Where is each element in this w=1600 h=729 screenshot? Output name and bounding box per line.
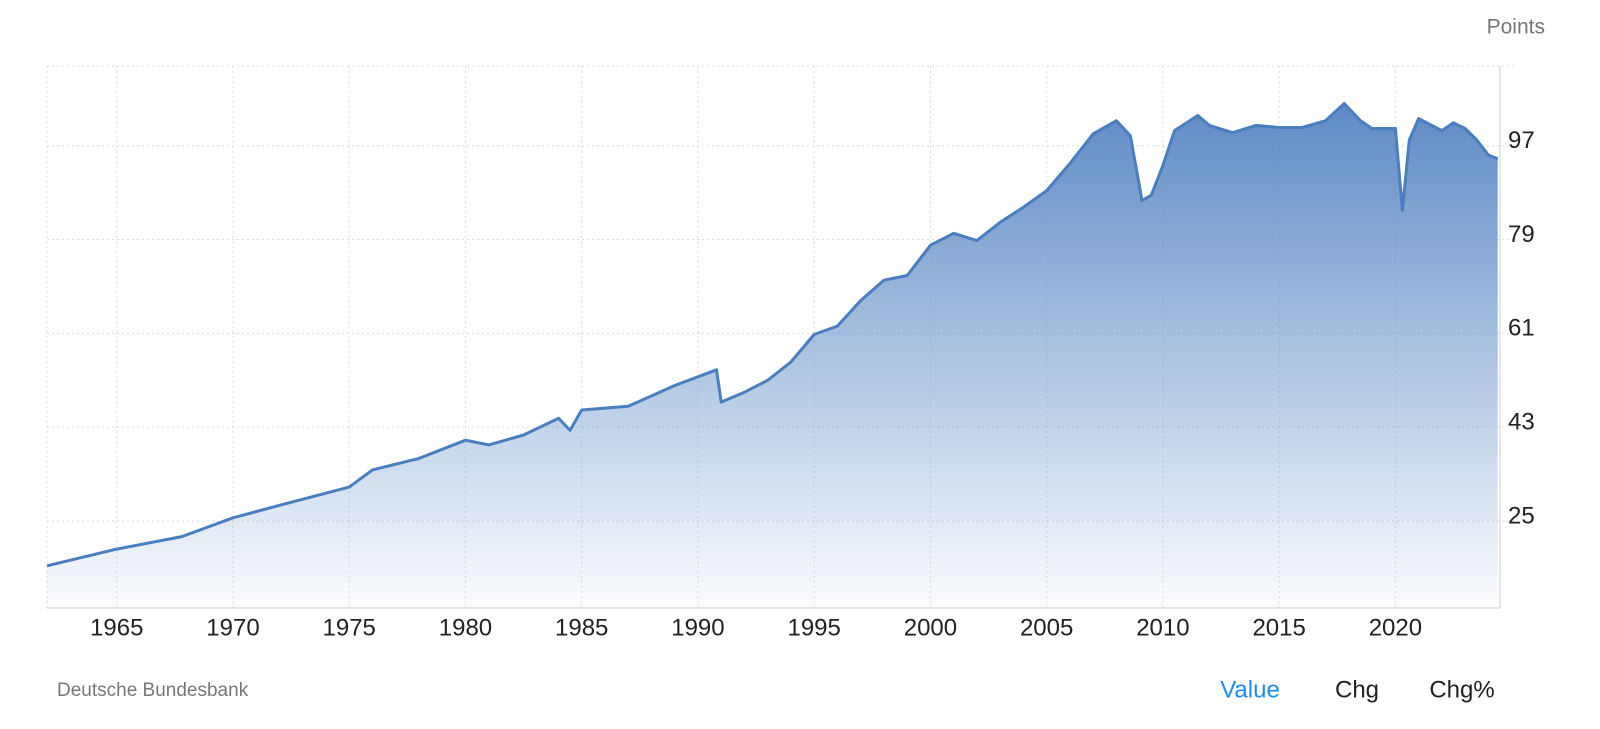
area (47, 103, 1498, 608)
x-tick-label: 1975 (323, 614, 376, 641)
view-button[interactable]: Value (1220, 676, 1280, 703)
y-tick-label: 97 (1508, 127, 1535, 154)
x-tick-label: 2010 (1136, 614, 1189, 641)
x-tick-label: 2005 (1020, 614, 1073, 641)
x-tick-label: 1990 (671, 614, 724, 641)
view-button[interactable]: Chg% (1429, 676, 1494, 703)
x-tick-label: 1965 (90, 614, 143, 641)
view-button[interactable]: Chg (1335, 676, 1379, 703)
x-tick-label: 2020 (1369, 614, 1422, 641)
y-tick-label: 25 (1508, 502, 1535, 529)
y-tick-label: 61 (1508, 315, 1535, 342)
unit-label: Points (1487, 16, 1545, 39)
source: Deutsche Bundesbank (57, 680, 249, 701)
x-tick-label: 1970 (206, 614, 259, 641)
line (46, 102, 1499, 568)
x-tick-label: 1985 (555, 614, 608, 641)
x-tick-label: 1980 (439, 614, 492, 641)
y-tick-label: 79 (1508, 221, 1535, 248)
x-tick-label: 2000 (904, 614, 957, 641)
x-tick-label: 1995 (787, 614, 840, 641)
y-tick-label: 43 (1508, 409, 1535, 436)
x-tick-label: 2015 (1252, 614, 1305, 641)
